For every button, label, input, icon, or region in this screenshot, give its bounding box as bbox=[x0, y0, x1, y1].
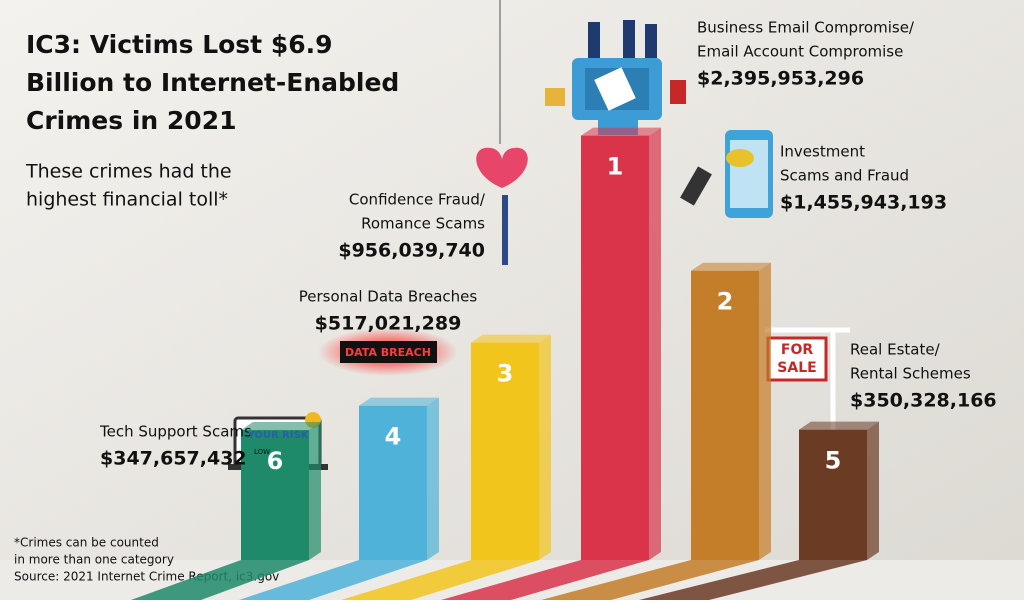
footnote: in more than one category bbox=[14, 553, 174, 567]
bar-top bbox=[471, 334, 551, 343]
floor-stripe bbox=[541, 560, 759, 600]
category-label: Romance Scams bbox=[361, 215, 485, 233]
bar bbox=[471, 342, 539, 560]
bar-side bbox=[427, 397, 439, 560]
bar bbox=[691, 270, 759, 560]
value-label: $517,021,289 bbox=[315, 313, 462, 335]
floor-stripe bbox=[341, 560, 539, 600]
sign-text: DATA BREACH bbox=[345, 346, 431, 359]
bar bbox=[581, 135, 649, 560]
category-label: Business Email Compromise/ bbox=[697, 19, 915, 37]
bar bbox=[799, 429, 867, 560]
bar-side bbox=[649, 127, 661, 560]
value-label: $350,328,166 bbox=[850, 390, 997, 412]
chart-title: IC3: Victims Lost $6.9 bbox=[26, 30, 333, 59]
chart-title: Crimes in 2021 bbox=[26, 106, 237, 135]
bar bbox=[359, 405, 427, 560]
category-label: Email Account Compromise bbox=[697, 43, 903, 61]
meter-level: LOW bbox=[254, 448, 270, 456]
floor-stripe bbox=[131, 560, 309, 600]
category-label: Investment bbox=[780, 143, 865, 161]
category-label: Rental Schemes bbox=[850, 365, 971, 383]
bar-top bbox=[799, 421, 879, 430]
value-label: $1,455,943,193 bbox=[780, 192, 947, 214]
meter-title: YOUR RISK bbox=[246, 430, 309, 441]
category-label: Personal Data Breaches bbox=[299, 288, 478, 306]
rank-label: 1 bbox=[607, 153, 624, 181]
category-label: Confidence Fraud/ bbox=[349, 191, 486, 209]
bar-side bbox=[309, 422, 321, 560]
rank-label: 5 bbox=[825, 447, 842, 475]
bar bbox=[241, 430, 309, 560]
floor-stripe bbox=[441, 560, 649, 600]
bar-side bbox=[759, 262, 771, 560]
chart-title: Billion to Internet-Enabled bbox=[26, 68, 399, 97]
rank-label: 6 bbox=[267, 447, 284, 475]
rank-label: 3 bbox=[497, 360, 514, 388]
chart-subtitle: highest financial toll* bbox=[26, 189, 228, 211]
sale-sign-text: FOR bbox=[781, 342, 813, 358]
value-label: $2,395,953,296 bbox=[697, 68, 864, 90]
rank-label: 2 bbox=[717, 288, 734, 316]
floor-stripe bbox=[639, 560, 867, 600]
value-label: $956,039,740 bbox=[338, 240, 485, 262]
bar-side bbox=[867, 421, 879, 560]
sale-sign-text: SALE bbox=[777, 360, 816, 376]
floor-stripe bbox=[239, 560, 427, 600]
category-label: Tech Support Scams bbox=[99, 423, 252, 441]
category-label: Real Estate/ bbox=[850, 341, 941, 359]
bar-top bbox=[241, 422, 321, 431]
bar-top bbox=[581, 127, 661, 136]
category-label: Scams and Fraud bbox=[780, 167, 909, 185]
chart-subtitle: These crimes had the bbox=[25, 161, 232, 183]
value-label: $347,657,432 bbox=[100, 448, 247, 470]
bar-top bbox=[359, 397, 439, 406]
footnote: *Crimes can be counted bbox=[14, 536, 159, 550]
rank-label: 4 bbox=[385, 423, 402, 451]
bar-top bbox=[691, 262, 771, 271]
bar-side bbox=[539, 334, 551, 560]
